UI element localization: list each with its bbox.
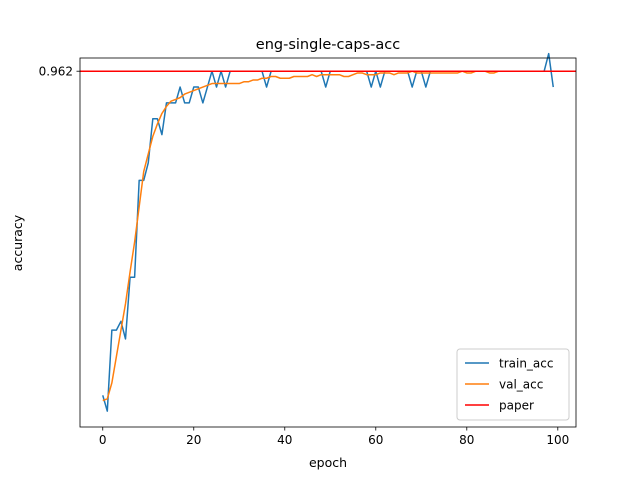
x-tick-label: 20 <box>186 433 201 447</box>
y-axis-label: accuracy <box>10 214 25 271</box>
legend-label-val-acc: val_acc <box>499 378 543 392</box>
legend-box <box>456 348 570 421</box>
x-tick-label: 100 <box>546 433 569 447</box>
chart-title: eng-single-caps-acc <box>256 37 400 53</box>
x-tick-label: 0 <box>99 433 107 447</box>
axes-frame <box>79 57 577 428</box>
x-axis-label: epoch <box>309 455 347 470</box>
plot-area: 0 20 40 60 80 100 0.962 <box>39 52 577 447</box>
x-tick-label: 40 <box>277 433 292 447</box>
x-tick-label: 60 <box>368 433 383 447</box>
legend-label-paper: paper <box>499 399 534 413</box>
legend-label-train-acc: train_acc <box>499 357 553 371</box>
x-tick-label: 80 <box>459 433 474 447</box>
y-tick-label: 0.962 <box>39 65 73 79</box>
